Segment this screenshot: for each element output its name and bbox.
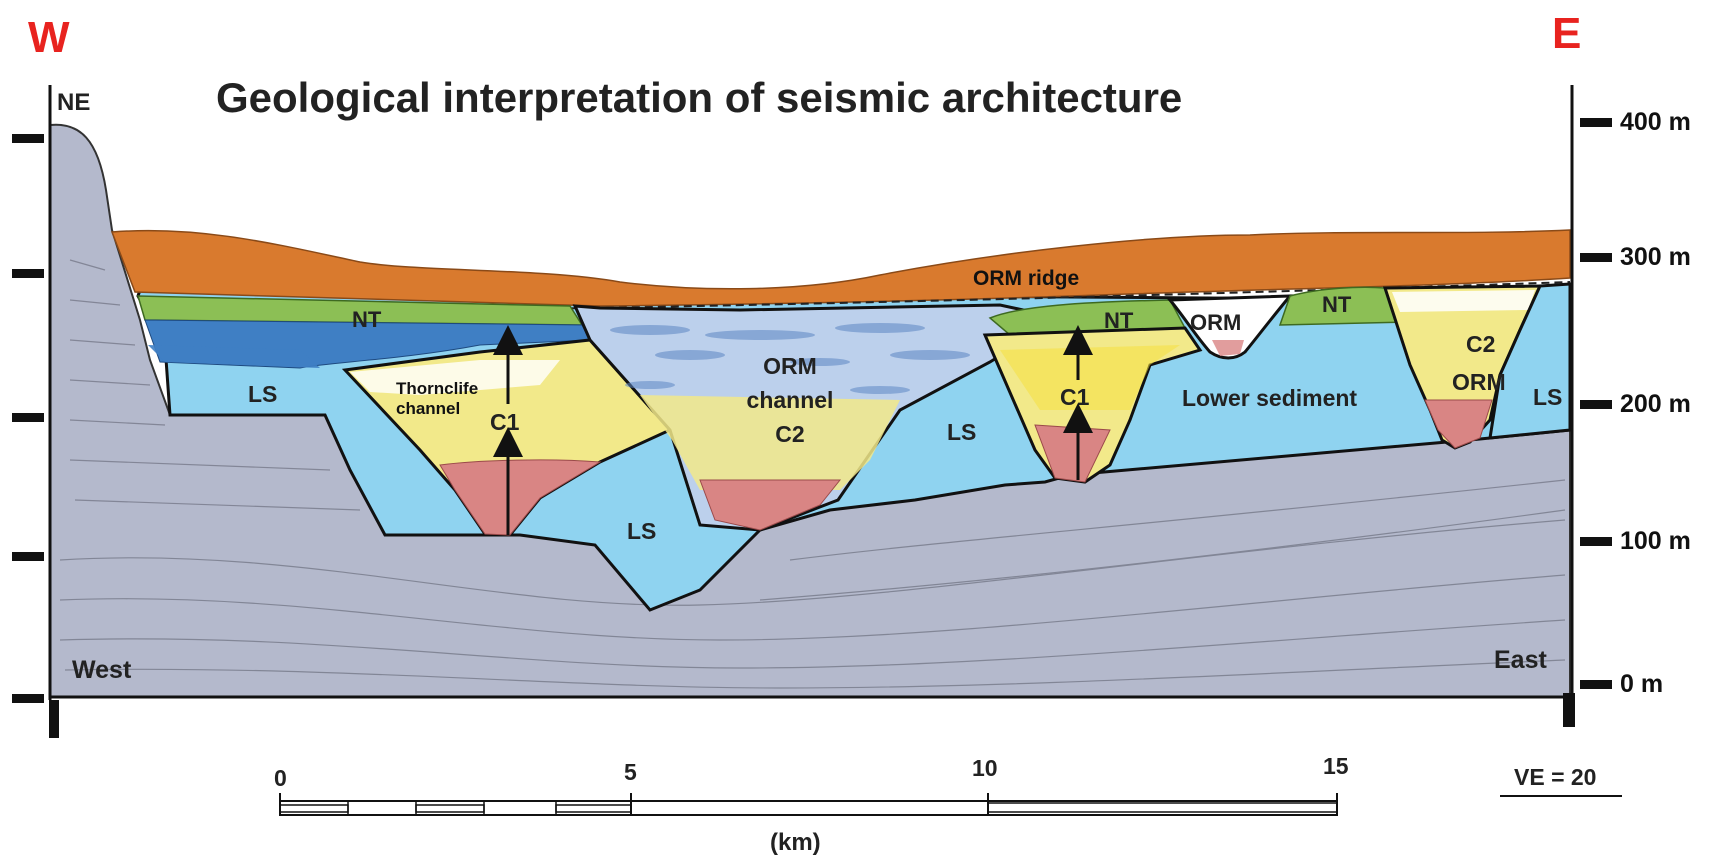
c1-left-label: C1 bbox=[490, 409, 520, 435]
label-line: channel bbox=[747, 387, 834, 413]
scale-unit-label: (km) bbox=[770, 829, 821, 856]
ls-mid-label: LS bbox=[947, 419, 976, 445]
nt-right-label: NT bbox=[1322, 292, 1352, 317]
orm-small-label: ORM bbox=[1190, 310, 1241, 335]
elev-tick bbox=[1580, 118, 1612, 127]
right-axis-foot bbox=[1563, 693, 1575, 727]
thorncliffe-red-base bbox=[439, 459, 602, 536]
scale-bar-segment bbox=[555, 804, 632, 813]
elev-tick bbox=[1580, 537, 1612, 546]
bedrock-strata bbox=[59, 259, 1566, 689]
elev-label-100: 100 m bbox=[1620, 527, 1691, 555]
c2-right-white bbox=[1392, 290, 1535, 312]
west-compass-label: W bbox=[28, 13, 70, 62]
orm-ridge-label: ORM ridge bbox=[973, 267, 1079, 290]
ne-label: NE bbox=[57, 89, 90, 116]
nt-left-unit bbox=[136, 295, 584, 326]
orm-channel-yellow bbox=[640, 395, 900, 490]
elev-label-0: 0 m bbox=[1620, 670, 1663, 698]
west-label: West bbox=[72, 656, 132, 684]
scale-bar-segment bbox=[279, 804, 349, 813]
orm-small-pocket bbox=[1166, 294, 1294, 360]
east-label: East bbox=[1494, 646, 1547, 674]
c2-right-red bbox=[1424, 399, 1493, 449]
east-compass-label: E bbox=[1552, 9, 1581, 58]
elevation-scale: 400 m 300 m 200 m 100 m 0 m bbox=[1580, 108, 1691, 698]
orm-ridge-unit bbox=[110, 229, 1571, 307]
thorncliffe-channel-label: Thornclife channel bbox=[396, 379, 478, 418]
ls-right-wedge bbox=[1488, 282, 1572, 440]
ls-center-label: LS bbox=[627, 518, 656, 544]
diagram-title: Geological interpretation of seismic arc… bbox=[216, 74, 1182, 121]
c1-mid-label: C1 bbox=[1060, 384, 1090, 410]
nt-mid-label: NT bbox=[1104, 308, 1134, 333]
elev-label-300: 300 m bbox=[1620, 243, 1691, 271]
scale-tick-10: 10 bbox=[972, 755, 998, 781]
left-tick-marks bbox=[12, 134, 44, 703]
nt-left-label: NT bbox=[352, 307, 382, 332]
vertical-exaggeration-label: VE = 20 bbox=[1514, 764, 1596, 790]
lower-sediment-label: Lower sediment bbox=[1182, 385, 1357, 411]
label-line: ORM bbox=[763, 353, 817, 379]
scale-bar-segment bbox=[415, 804, 485, 813]
orm-channel-laminations bbox=[610, 323, 970, 394]
orm-channel-red-base bbox=[699, 479, 842, 531]
left-axis-foot bbox=[49, 700, 59, 738]
ls-left-label: LS bbox=[248, 381, 277, 407]
blue-band-lower bbox=[148, 345, 320, 368]
elev-tick bbox=[1580, 680, 1612, 689]
c2-right-label: C2 bbox=[1466, 331, 1495, 357]
elev-label-400: 400 m bbox=[1620, 108, 1691, 136]
scale-tick-15: 15 bbox=[1323, 753, 1349, 779]
elev-label-200: 200 m bbox=[1620, 390, 1691, 418]
elev-tick bbox=[1580, 253, 1612, 262]
c1-mid-yellow-dark bbox=[1000, 345, 1180, 410]
orm-small-red bbox=[1212, 340, 1244, 356]
elev-tick bbox=[1580, 400, 1612, 409]
distance-scale-bar: 0 5 10 15 (km) bbox=[274, 753, 1349, 856]
scale-tick-0: 0 bbox=[274, 765, 287, 791]
label-line: channel bbox=[396, 399, 460, 418]
ls-right-label: LS bbox=[1533, 384, 1562, 410]
scale-tick-5: 5 bbox=[624, 759, 637, 785]
orm-channel-label: ORM channel C2 bbox=[747, 353, 834, 447]
label-line: C2 bbox=[775, 421, 804, 447]
label-line: Thornclife bbox=[396, 379, 478, 398]
orm-right-label: ORM bbox=[1452, 369, 1506, 395]
scale-bar-segment bbox=[987, 802, 1338, 813]
